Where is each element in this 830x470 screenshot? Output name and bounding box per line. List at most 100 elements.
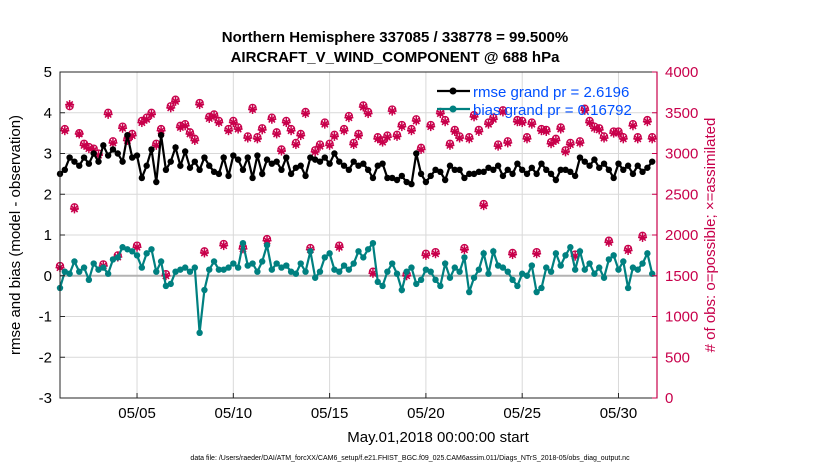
bias-point [90,260,97,267]
bias-point [234,264,242,271]
rmse-point [610,174,617,182]
obs-assimilated-point [209,111,219,121]
bias-point [350,260,357,267]
rmse-point [466,170,473,178]
bias-point [307,248,314,255]
obs-assimilated-point [387,106,397,116]
rmse-point [287,170,295,178]
rmse-point [268,160,276,167]
bias-point [196,329,203,336]
bias-point [254,268,261,275]
bias-point [461,254,468,261]
obs-assimilated-point [281,118,291,128]
rmse-point [581,158,588,165]
rmse-point [490,166,497,173]
obs-assimilated-point [493,141,503,151]
rmse-point [143,162,150,169]
bias-point [475,266,483,273]
obs-assimilated-point [60,126,70,136]
bias-point [143,250,150,257]
bias-point [244,262,251,269]
bias-point [413,280,420,288]
bias-point [384,268,391,275]
obs-assimilated-point [276,146,286,156]
obs-assimilated-point [108,138,118,148]
obs-assimilated-point [565,140,575,150]
bias-point [95,266,102,273]
obs-assimilated-point [580,105,590,115]
rmse-point [90,150,97,157]
bias-point [533,288,540,296]
rmse-point [441,176,449,184]
bias-point [61,268,69,275]
rmse-point [427,172,434,180]
rmse-point [413,150,420,157]
bias-point [133,252,141,259]
obs-assimilated-point [74,129,84,139]
obs-assimilated-point [459,245,469,255]
rmse-point [95,158,102,165]
bias-line [58,240,654,333]
legend-dot [449,105,457,113]
bias-point [620,258,627,265]
rmse-point [138,174,146,182]
bias-point [220,266,227,273]
y-tick-label-left: -1 [39,309,52,326]
rmse-point [157,131,165,139]
rmse-point [518,166,526,173]
obs-assimilated-point [363,109,373,119]
rmse-point [432,166,439,173]
rmse-point [629,170,637,178]
rmse-point [639,168,646,176]
rmse-point [114,150,121,157]
bias-point [446,274,454,281]
rmse-point [485,164,492,171]
rmse-point [244,154,251,161]
x-tick-label: 05/05 [118,405,156,422]
bias-point [518,270,526,277]
obs-assimilated-point [469,112,479,122]
obs-assimilated-point [498,107,508,117]
y-tick-label-right: 3500 [665,105,698,122]
rmse-point [326,160,333,167]
obs-assimilated-point [508,250,518,260]
rmse-point [311,156,319,163]
rmse-point [201,154,208,161]
rmse-point [234,156,242,163]
bias-point [71,258,78,265]
rmse-point [364,166,372,173]
obs-assimilated-point [185,129,195,139]
rmse-point [230,152,237,159]
bias-point [389,260,396,267]
rmse-point [591,156,598,163]
obs-assimilated-point [79,140,89,150]
bias-point [148,246,155,253]
rmse-point [104,152,112,159]
obs-assimilated-point [228,118,238,128]
obs-assimilated-point [69,204,79,214]
obs-assimilated-point [224,126,234,136]
x-tick-label: 05/15 [311,405,349,422]
rmse-point [403,178,410,186]
rmse-point [624,162,632,169]
rmse-point [422,178,430,186]
rmse-point [292,164,300,171]
bias-point [441,260,449,267]
obs-assimilated-point [474,126,484,136]
bias-point [138,264,146,271]
obs-assimilated-point [233,124,243,134]
bias-point [114,254,121,261]
chart-subtitle: AIRCRAFT_V_WIND_COMPONENT @ 688 hPa [231,49,561,66]
obs-assimilated-point [267,114,277,124]
y-tick-label-right: 2500 [665,186,698,203]
rmse-point [620,166,627,173]
y-tick-label-left: -2 [39,349,52,366]
obs-assimilated-point [329,131,339,141]
rmse-point [80,154,88,161]
y-tick-label-left: 1 [44,227,52,244]
bias-point [263,241,271,249]
rmse-point [316,158,324,165]
rmse-point [336,158,343,165]
